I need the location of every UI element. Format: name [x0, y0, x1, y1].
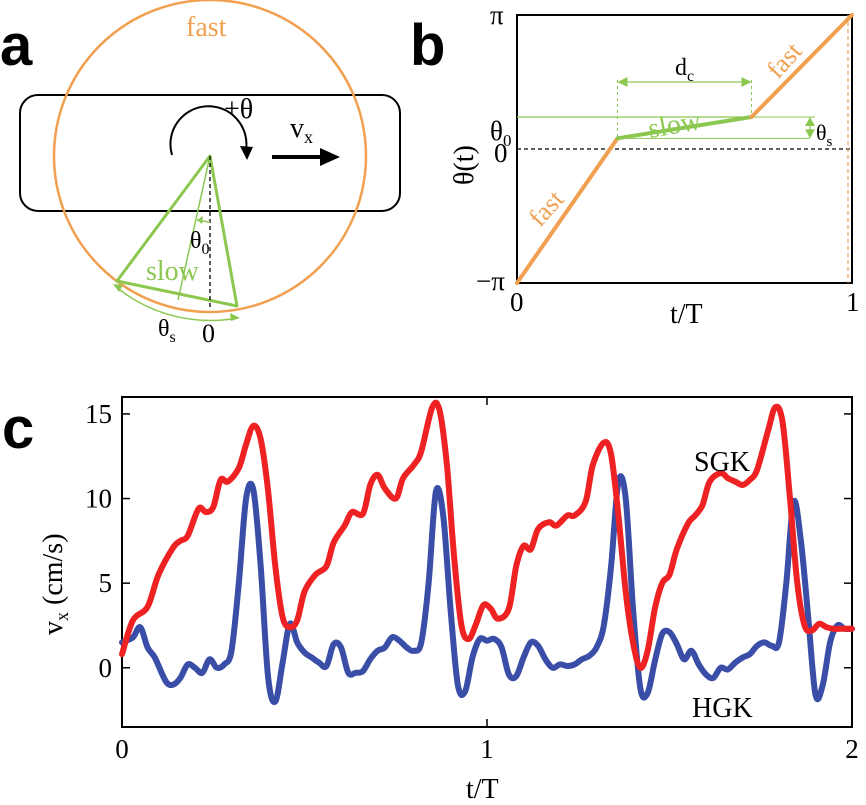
panel-b-fast-label-right: fast: [761, 36, 808, 84]
panel-b-ytick-minus-pi: −π: [476, 266, 505, 296]
panel-c-xtick-label-2: 2: [845, 734, 859, 764]
panel-b-dc-arrowhead-right: [741, 77, 752, 87]
panel-b: b π θ0 0 −π θ(t) 0 1 t/T fast fast slow …: [410, 0, 860, 330]
panel-c-ytick-label-10: 10: [85, 484, 112, 514]
panel-c: c 0 5 10 15 0 1 2 vx (cm/s) t/T SGK HGK: [2, 396, 859, 805]
thetas-arrowhead-right: [230, 313, 240, 321]
panel-c-series-hgk: [119, 473, 855, 706]
panel-b-series-slow-1: [615, 115, 754, 141]
panel-a: a fast θ0 slow θs 0 +θ vx: [0, 0, 401, 348]
rotation-arrow: [169, 105, 248, 156]
panel-c-ytick-label-15: 15: [85, 399, 112, 429]
wedge-center-line: [177, 155, 211, 301]
thetas-label-a: θs: [158, 316, 176, 346]
panel-b-xtick-0: 0: [510, 287, 524, 317]
panel-a-letter: a: [0, 13, 33, 78]
fast-orbit-circle: [52, 0, 368, 314]
panel-b-plot-area: [515, 13, 854, 285]
panel-c-ylabel: vx (cm/s): [38, 533, 72, 635]
panel-b-ylabel: θ(t): [449, 145, 480, 185]
panel-c-xlabel: t/T: [466, 774, 499, 805]
panel-b-thetas-arrowhead-bottom: [805, 129, 815, 139]
panel-b-ytick-zero: 0: [494, 138, 508, 168]
vx-arrowhead: [320, 148, 340, 166]
zero-label-a: 0: [202, 319, 215, 348]
panel-c-series-sgk: [119, 399, 855, 671]
slow-label-a: slow: [146, 256, 200, 287]
panel-b-xtick-1: 1: [846, 287, 860, 317]
panel-c-xtick-label-0: 0: [115, 734, 129, 764]
panel-b-ytick-pi: π: [490, 0, 504, 30]
panel-b-letter: b: [410, 13, 445, 78]
theta0-arc-arrowhead: [197, 216, 203, 224]
panel-b-series-fast-0: [515, 136, 620, 285]
slow-wedge: [115, 154, 239, 308]
thetas-arrowhead-left: [113, 284, 123, 292]
vx-label-a: vx: [290, 113, 313, 147]
panel-b-thetas-arrowhead-top: [805, 117, 815, 127]
panel-b-slow-label: slow: [646, 105, 704, 145]
thetas-arc: [114, 285, 239, 322]
panel-b-xlabel: t/T: [670, 299, 703, 330]
theta0-label-a: θ0: [190, 228, 210, 258]
panel-c-sgk-label: SGK: [694, 447, 750, 478]
panel-b-thetas-label: θs: [816, 120, 833, 150]
panel-c-plot-area: [119, 399, 855, 706]
plus-theta-label: +θ: [224, 94, 253, 125]
rotation-arrowhead: [240, 146, 253, 160]
panel-c-xtick-label-1: 1: [480, 734, 494, 764]
panel-b-dc-arrowhead-left: [617, 77, 628, 87]
fast-label-a: fast: [186, 12, 227, 43]
panel-b-series-fast-2: [749, 13, 854, 119]
panel-c-ytick-label-0: 0: [99, 653, 113, 683]
panel-c-letter: c: [2, 396, 34, 461]
panel-c-ticks: 0 5 10 15 0 1 2: [85, 397, 859, 764]
panel-c-ytick-label-5: 5: [99, 568, 113, 598]
panel-b-dc-label: dc: [675, 55, 694, 85]
panel-b-ytick-theta0: θ0: [490, 116, 511, 150]
panel-c-hgk-label: HGK: [692, 693, 753, 724]
body-outline: [19, 94, 401, 212]
panel-b-fast-label-left: fast: [523, 184, 570, 232]
